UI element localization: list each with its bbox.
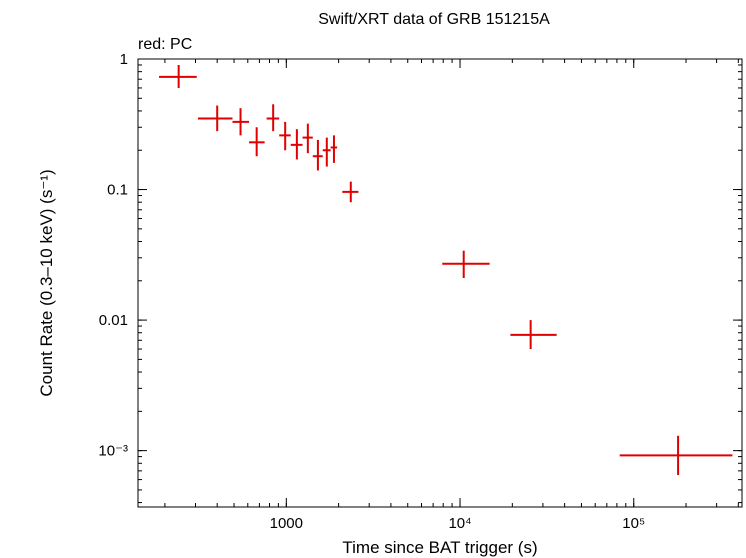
- plot-frame: [137, 58, 743, 508]
- data-point: [232, 108, 250, 136]
- x-tick-label: 10⁴: [448, 515, 471, 532]
- x-axis-label: Time since BAT trigger (s): [342, 538, 537, 557]
- x-minor-ticks: [164, 59, 739, 507]
- y-tick-label: 10⁻³: [98, 443, 128, 460]
- x-tick-label: 10⁵: [622, 515, 645, 532]
- data-point: [279, 121, 291, 151]
- data-points: [159, 64, 733, 476]
- y-minor-ticks: [138, 58, 742, 504]
- data-point: [619, 435, 733, 476]
- data-point: [342, 181, 359, 203]
- data-point: [159, 64, 197, 88]
- y-tick-label: 1: [120, 51, 128, 68]
- data-point: [442, 250, 490, 279]
- data-point: [312, 139, 323, 171]
- data-point: [322, 137, 331, 167]
- x-major-ticks: 1000 10⁴ 10⁵: [270, 59, 645, 532]
- data-point: [290, 129, 303, 160]
- y-axis-label: Count Rate (0.3–10 keV) (s⁻¹): [37, 169, 56, 396]
- chart-title: Swift/XRT data of GRB 151215A: [318, 11, 550, 28]
- data-point: [510, 320, 557, 350]
- x-tick-label: 1000: [270, 515, 303, 532]
- data-point: [249, 127, 265, 157]
- series-note: red: PC: [138, 36, 192, 53]
- data-point: [266, 104, 280, 132]
- data-point: [197, 105, 233, 132]
- data-point: [302, 123, 313, 154]
- y-tick-label: 0.01: [99, 312, 128, 329]
- y-tick-label: 0.1: [107, 182, 128, 199]
- data-point: [330, 135, 338, 163]
- y-major-ticks: 1 0.1 0.01 10⁻³: [98, 51, 742, 460]
